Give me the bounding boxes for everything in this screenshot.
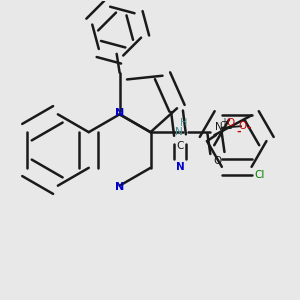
Text: N: N xyxy=(215,122,223,132)
Text: O: O xyxy=(227,118,235,128)
Text: N: N xyxy=(175,127,183,137)
Text: +: + xyxy=(220,117,228,127)
Text: O: O xyxy=(238,121,247,131)
Text: H: H xyxy=(179,118,187,128)
Text: C: C xyxy=(176,141,184,151)
Text: N: N xyxy=(115,182,124,192)
Text: -: - xyxy=(236,127,241,137)
Text: N: N xyxy=(176,162,184,172)
Text: -: - xyxy=(246,123,251,133)
Text: O: O xyxy=(213,156,221,166)
Text: N: N xyxy=(115,108,124,118)
Text: Cl: Cl xyxy=(255,170,265,180)
